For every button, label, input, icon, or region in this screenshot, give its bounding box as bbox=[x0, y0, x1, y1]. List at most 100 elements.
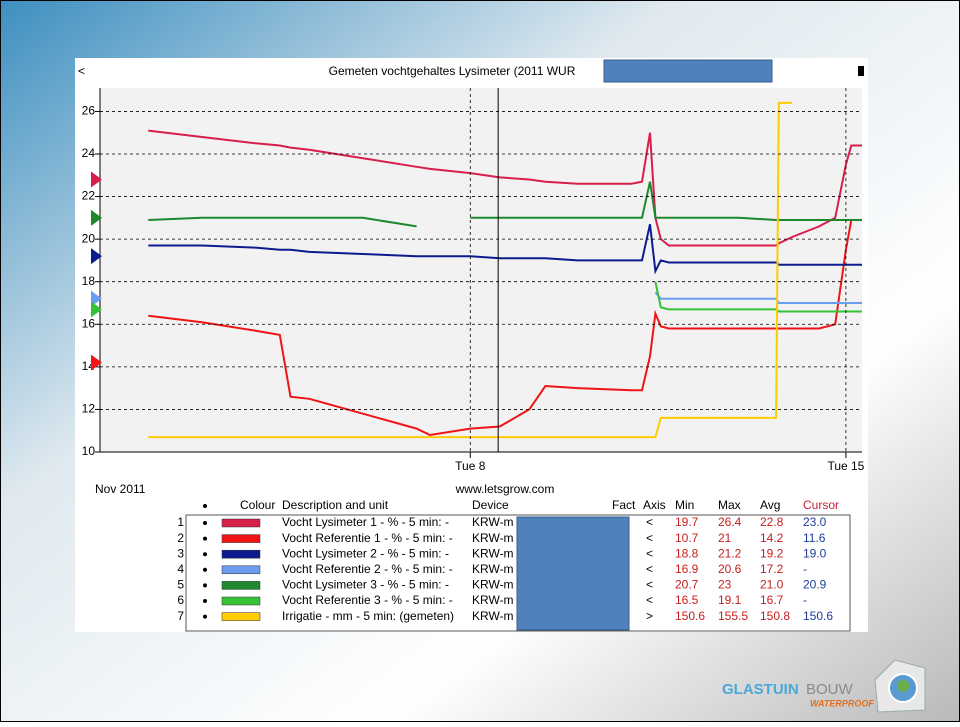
table-header: Max bbox=[718, 498, 741, 512]
stat-max: 155.5 bbox=[718, 609, 748, 623]
redaction bbox=[603, 59, 773, 83]
axis-side: < bbox=[646, 515, 653, 529]
avg-marker bbox=[91, 354, 102, 371]
plot-lines bbox=[148, 101, 862, 439]
logo-text: BOUW bbox=[806, 681, 854, 698]
stat-min: 16.9 bbox=[675, 562, 699, 576]
y-tick-label: 16 bbox=[82, 316, 96, 330]
row-bullet bbox=[203, 567, 207, 572]
stat-min: 16.5 bbox=[675, 593, 699, 607]
x-tick-label: Tue 15 bbox=[827, 459, 864, 473]
source-label: www.letsgrow.com bbox=[455, 482, 555, 496]
stat-max: 21.2 bbox=[718, 546, 742, 560]
table-header: Axis bbox=[643, 498, 666, 512]
stat-avg: 14.2 bbox=[760, 531, 784, 545]
row-number: 1 bbox=[177, 515, 184, 529]
stat-avg: 150.8 bbox=[760, 609, 790, 623]
row-number: 6 bbox=[177, 593, 184, 607]
logo-icon bbox=[897, 680, 909, 692]
stat-cursor: 11.6 bbox=[803, 531, 826, 545]
avg-marker bbox=[91, 290, 102, 307]
description: Vocht Lysimeter 2 - % - 5 min: - bbox=[282, 546, 449, 560]
device: KRW-m bbox=[472, 593, 514, 607]
row-bullet bbox=[203, 552, 207, 557]
description: Vocht Referentie 3 - % - 5 min: - bbox=[282, 593, 453, 607]
stat-avg: 16.7 bbox=[760, 593, 784, 607]
row-bullet bbox=[203, 583, 207, 588]
avg-marker bbox=[91, 248, 102, 265]
stat-cursor: 19.0 bbox=[803, 546, 827, 560]
series-line bbox=[148, 181, 862, 228]
y-tick-label: 24 bbox=[82, 146, 96, 160]
stat-avg: 17.2 bbox=[760, 562, 784, 576]
colour-swatch bbox=[221, 581, 261, 590]
stat-min: 150.6 bbox=[675, 609, 705, 623]
device: KRW-m bbox=[472, 531, 514, 545]
row-number: 7 bbox=[177, 609, 184, 623]
stat-cursor: 23.0 bbox=[803, 515, 827, 529]
series-line bbox=[148, 219, 862, 437]
logo-text: GLASTUIN bbox=[722, 681, 799, 698]
nav-button[interactable]: < bbox=[78, 64, 85, 78]
stat-min: 10.7 bbox=[675, 531, 699, 545]
y-tick-label: 18 bbox=[82, 274, 96, 288]
avg-marker bbox=[91, 301, 102, 318]
stat-cursor: 20.9 bbox=[803, 578, 827, 592]
axis-side: > bbox=[646, 609, 653, 623]
y-tick-label: 10 bbox=[82, 444, 96, 458]
table-header: Fact bbox=[612, 498, 636, 512]
description: Irrigatie - mm - 5 min: (gemeten) bbox=[282, 609, 454, 623]
stat-cursor: - bbox=[803, 593, 807, 607]
series-line bbox=[148, 101, 793, 439]
stat-min: 20.7 bbox=[675, 578, 699, 592]
stat-avg: 21.0 bbox=[760, 578, 784, 592]
device: KRW-m bbox=[472, 578, 514, 592]
axis-side: < bbox=[646, 578, 653, 592]
colour-swatch bbox=[221, 596, 261, 606]
description: Vocht Referentie 2 - % - 5 min: - bbox=[282, 562, 453, 576]
series-line bbox=[148, 223, 862, 275]
row-bullet bbox=[203, 614, 207, 619]
colour-swatch bbox=[221, 565, 261, 575]
stat-max: 23 bbox=[718, 578, 732, 592]
logo-tagline: WATERPROOF bbox=[810, 698, 874, 708]
device: KRW-m bbox=[472, 562, 514, 576]
device: KRW-m bbox=[472, 546, 514, 560]
description: Vocht Lysimeter 1 - % - 5 min: - bbox=[282, 515, 449, 529]
table-header: Colour bbox=[240, 498, 275, 512]
y-tick-label: 26 bbox=[82, 104, 96, 118]
stat-max: 20.6 bbox=[718, 562, 742, 576]
row-number: 3 bbox=[177, 546, 184, 560]
stat-avg: 22.8 bbox=[760, 515, 784, 529]
colour-swatch bbox=[221, 518, 261, 528]
avg-marker bbox=[91, 171, 102, 188]
row-bullet bbox=[203, 521, 207, 525]
colour-swatch bbox=[221, 549, 261, 559]
table-header: Device bbox=[472, 498, 509, 512]
stat-max: 19.1 bbox=[718, 593, 742, 607]
stat-avg: 19.2 bbox=[760, 546, 784, 560]
axis-side: < bbox=[646, 531, 653, 545]
row-number: 2 bbox=[177, 531, 184, 545]
stat-cursor: 150.6 bbox=[803, 609, 833, 623]
row-number: 5 bbox=[177, 578, 184, 592]
row-bullet bbox=[203, 599, 207, 603]
y-tick-label: 20 bbox=[82, 231, 96, 245]
table-header: Cursor bbox=[803, 498, 839, 512]
chart-title: Gemeten vochtgehaltes Lysimeter (2011 WU… bbox=[329, 64, 576, 78]
row-number: 4 bbox=[177, 562, 184, 576]
header-bullet bbox=[203, 504, 207, 508]
device: KRW-m bbox=[472, 609, 514, 623]
stat-max: 21 bbox=[718, 531, 732, 545]
device: KRW-m bbox=[472, 515, 514, 529]
colour-swatch bbox=[221, 612, 261, 621]
table-header: Min bbox=[675, 498, 694, 512]
axis-side: < bbox=[646, 546, 653, 560]
avg-marker bbox=[91, 209, 102, 226]
axis-side: < bbox=[646, 562, 653, 576]
series-line bbox=[654, 291, 862, 304]
stat-cursor: - bbox=[803, 562, 807, 576]
corner-marker bbox=[858, 66, 864, 76]
x-tick-label: Tue 8 bbox=[455, 459, 486, 473]
